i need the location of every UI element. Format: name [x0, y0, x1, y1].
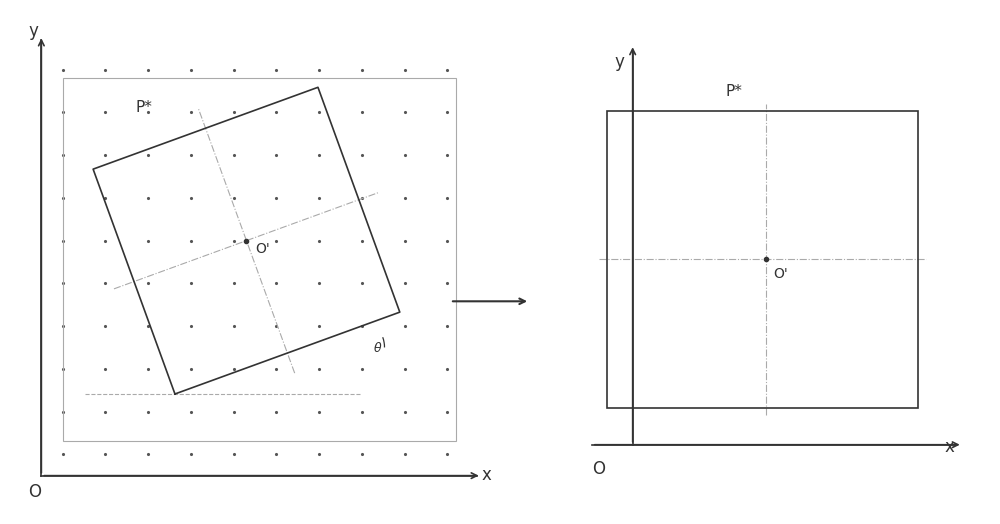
Text: O': O': [774, 267, 788, 281]
Text: P*: P*: [135, 101, 152, 115]
Text: O: O: [592, 461, 605, 478]
Text: P*: P*: [725, 84, 742, 99]
Text: y: y: [29, 21, 38, 39]
Text: θ: θ: [374, 342, 381, 355]
Text: x: x: [481, 466, 491, 484]
Text: O: O: [29, 483, 42, 501]
Text: O': O': [255, 243, 270, 256]
Text: x: x: [944, 438, 954, 456]
Text: y: y: [614, 52, 624, 71]
